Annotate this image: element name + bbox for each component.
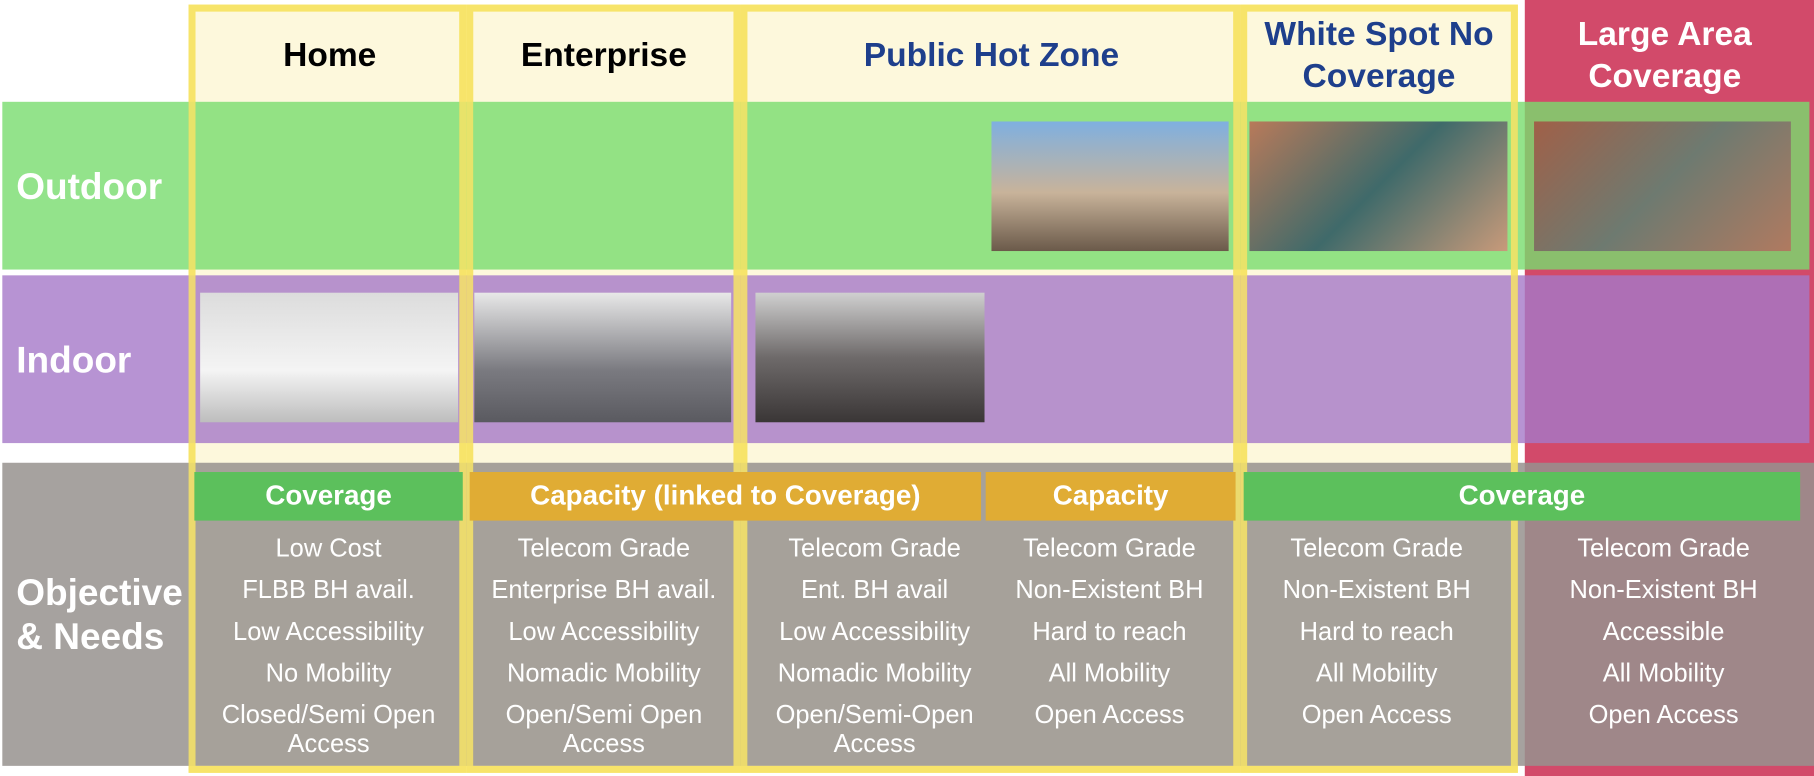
photo <box>200 292 459 423</box>
need-item: Low Accessibility <box>508 616 700 646</box>
need-item: All Mobility <box>1048 658 1171 688</box>
need-item: Telecom Grade <box>1577 533 1750 563</box>
need-item: Accessible <box>1602 616 1725 646</box>
row-label: Objective & Needs <box>16 571 183 658</box>
need-item: Ent. BH avail <box>801 574 949 604</box>
need-item: Non-Existent BH <box>1282 574 1471 604</box>
need-item: Telecom Grade <box>1023 533 1196 563</box>
need-item: Nomadic Mobility <box>507 658 701 688</box>
need-item: All Mobility <box>1315 658 1438 688</box>
column-border <box>1240 4 1518 773</box>
need-item: Open/Semi-Open Access <box>775 699 974 758</box>
needs-column: Telecom Grade Non-Existent BH Accessible Al… <box>1534 533 1793 741</box>
needs-column: Telecom Grade Non-Existent BH Hard to reac… <box>997 533 1221 741</box>
photo <box>1534 121 1791 252</box>
need-item: Open Access <box>1301 699 1452 729</box>
need-item: Low Accessibility <box>233 616 425 646</box>
band-outdoor <box>2 101 1810 270</box>
column-header: Large Area Coverage <box>1577 16 1752 95</box>
photo <box>1249 121 1508 252</box>
need-item: Telecom Grade <box>788 533 961 563</box>
row-label: Indoor <box>16 338 132 381</box>
need-item: FLBB BH avail. <box>242 574 415 604</box>
need-item: Open Access <box>1034 699 1185 729</box>
need-item: Non-Existent BH <box>1015 574 1204 604</box>
need-item: Open/Semi Open Access <box>505 699 703 758</box>
need-item: Enterprise BH avail. <box>491 574 717 604</box>
need-item: Non-Existent BH <box>1569 574 1758 604</box>
column-header: Enterprise <box>520 37 687 75</box>
need-group-header: Capacity (linked to Coverage) <box>469 472 982 521</box>
column-border <box>188 4 467 773</box>
need-item: No Mobility <box>265 658 392 688</box>
need-item: Open Access <box>1588 699 1739 729</box>
need-group-header: Coverage <box>1243 472 1801 521</box>
column-header: Public Hot Zone <box>863 37 1120 75</box>
column-header: Home <box>283 37 377 75</box>
row-label: Outdoor <box>16 164 163 207</box>
need-item: Hard to reach <box>1299 616 1454 646</box>
needs-column: Telecom Grade Non-Existent BH Hard to reac… <box>1252 533 1502 741</box>
photo <box>755 292 985 423</box>
need-item: Nomadic Mobility <box>777 658 972 688</box>
need-item: Telecom Grade <box>517 533 691 563</box>
needs-column: Low Cost FLBB BH avail. Low Accessibility N… <box>197 533 461 770</box>
need-item: Hard to reach <box>1032 616 1187 646</box>
need-group-header: Coverage <box>194 472 463 521</box>
need-item: Telecom Grade <box>1290 533 1464 563</box>
column-border <box>740 4 1241 773</box>
photo <box>991 121 1229 252</box>
need-group-header: Capacity <box>985 472 1236 521</box>
column-border <box>466 4 741 773</box>
need-item: Closed/Semi Open Access <box>221 699 436 758</box>
needs-column: Telecom Grade Ent. BH avail Low Accessibil… <box>752 533 997 770</box>
need-item: Low Cost <box>275 533 382 563</box>
column-header: White Spot No Coverage <box>1264 16 1494 95</box>
photo <box>474 292 732 423</box>
need-item: Low Accessibility <box>779 616 971 646</box>
needs-column: Telecom Grade Enterprise BH avail. Low Acc… <box>472 533 736 770</box>
need-item: All Mobility <box>1602 658 1725 688</box>
